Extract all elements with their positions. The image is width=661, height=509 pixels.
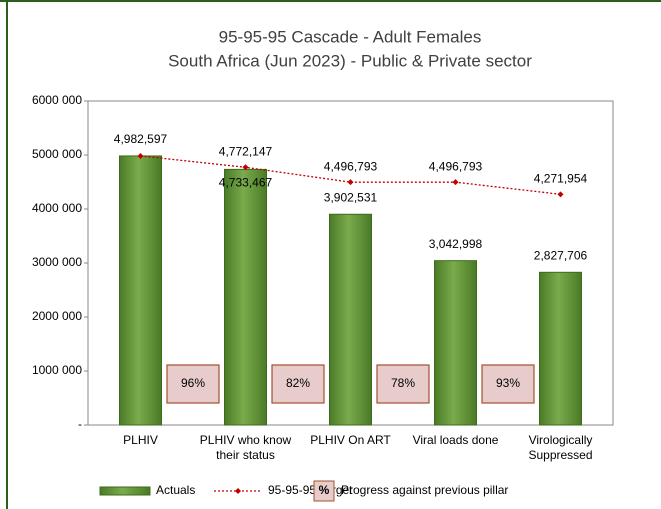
- value-label: 4,982,597: [114, 132, 168, 146]
- target-marker: [347, 179, 354, 186]
- bar: [224, 168, 267, 426]
- y-tick-label: 4000 000: [32, 201, 82, 215]
- legend-swatch: [235, 488, 241, 494]
- value-label: 4,772,147: [219, 144, 273, 158]
- y-tick-label: 5000 000: [32, 147, 82, 161]
- progress-label: 93%: [496, 376, 520, 390]
- x-tick-label: Virologically Suppressed: [528, 433, 593, 462]
- progress-box: [271, 364, 325, 404]
- progress-label: 82%: [286, 376, 310, 390]
- legend-symbol: %: [319, 483, 330, 497]
- y-tick-label: 1000 000: [32, 363, 82, 377]
- x-tick-label: PLHIV On ART: [310, 433, 391, 447]
- bar: [434, 260, 477, 426]
- chart-subtitle: South Africa (Jun 2023) - Public & Priva…: [168, 51, 532, 70]
- bar: [119, 155, 162, 426]
- chart-title: 95-95-95 Cascade - Adult Females: [219, 27, 482, 46]
- legend-label: Progress against previous pillar: [341, 483, 508, 497]
- target-marker: [137, 152, 144, 159]
- legend-swatch: [313, 480, 335, 502]
- x-tick-label: PLHIV who know their status: [199, 433, 292, 462]
- value-label: 4,271,954: [534, 171, 588, 185]
- target-marker: [242, 164, 249, 171]
- progress-label: 96%: [181, 376, 205, 390]
- value-label: 3,042,998: [429, 237, 483, 251]
- y-tick-label: 6000 000: [32, 93, 82, 107]
- y-tick-label: 3000 000: [32, 255, 82, 269]
- target-marker: [452, 179, 459, 186]
- value-label: 4,733,467: [219, 176, 273, 190]
- value-label: 4,496,793: [429, 159, 483, 173]
- target-marker: [557, 191, 564, 198]
- x-tick-label: PLHIV: [123, 433, 158, 447]
- legend-label: Actuals: [156, 483, 195, 497]
- value-label: 4,496,793: [324, 159, 378, 173]
- progress-box: [166, 364, 220, 404]
- value-label: 2,827,706: [534, 248, 588, 262]
- progress-box: [376, 364, 430, 404]
- y-tick-label: -: [78, 417, 82, 431]
- bar: [329, 213, 372, 426]
- legend-swatch: [99, 486, 151, 496]
- bar: [539, 271, 582, 426]
- x-tick-label: Viral loads done: [412, 433, 499, 447]
- value-label: 3,902,531: [324, 190, 378, 204]
- y-tick-label: 2000 000: [32, 309, 82, 323]
- progress-box: [481, 364, 535, 404]
- progress-label: 78%: [391, 376, 415, 390]
